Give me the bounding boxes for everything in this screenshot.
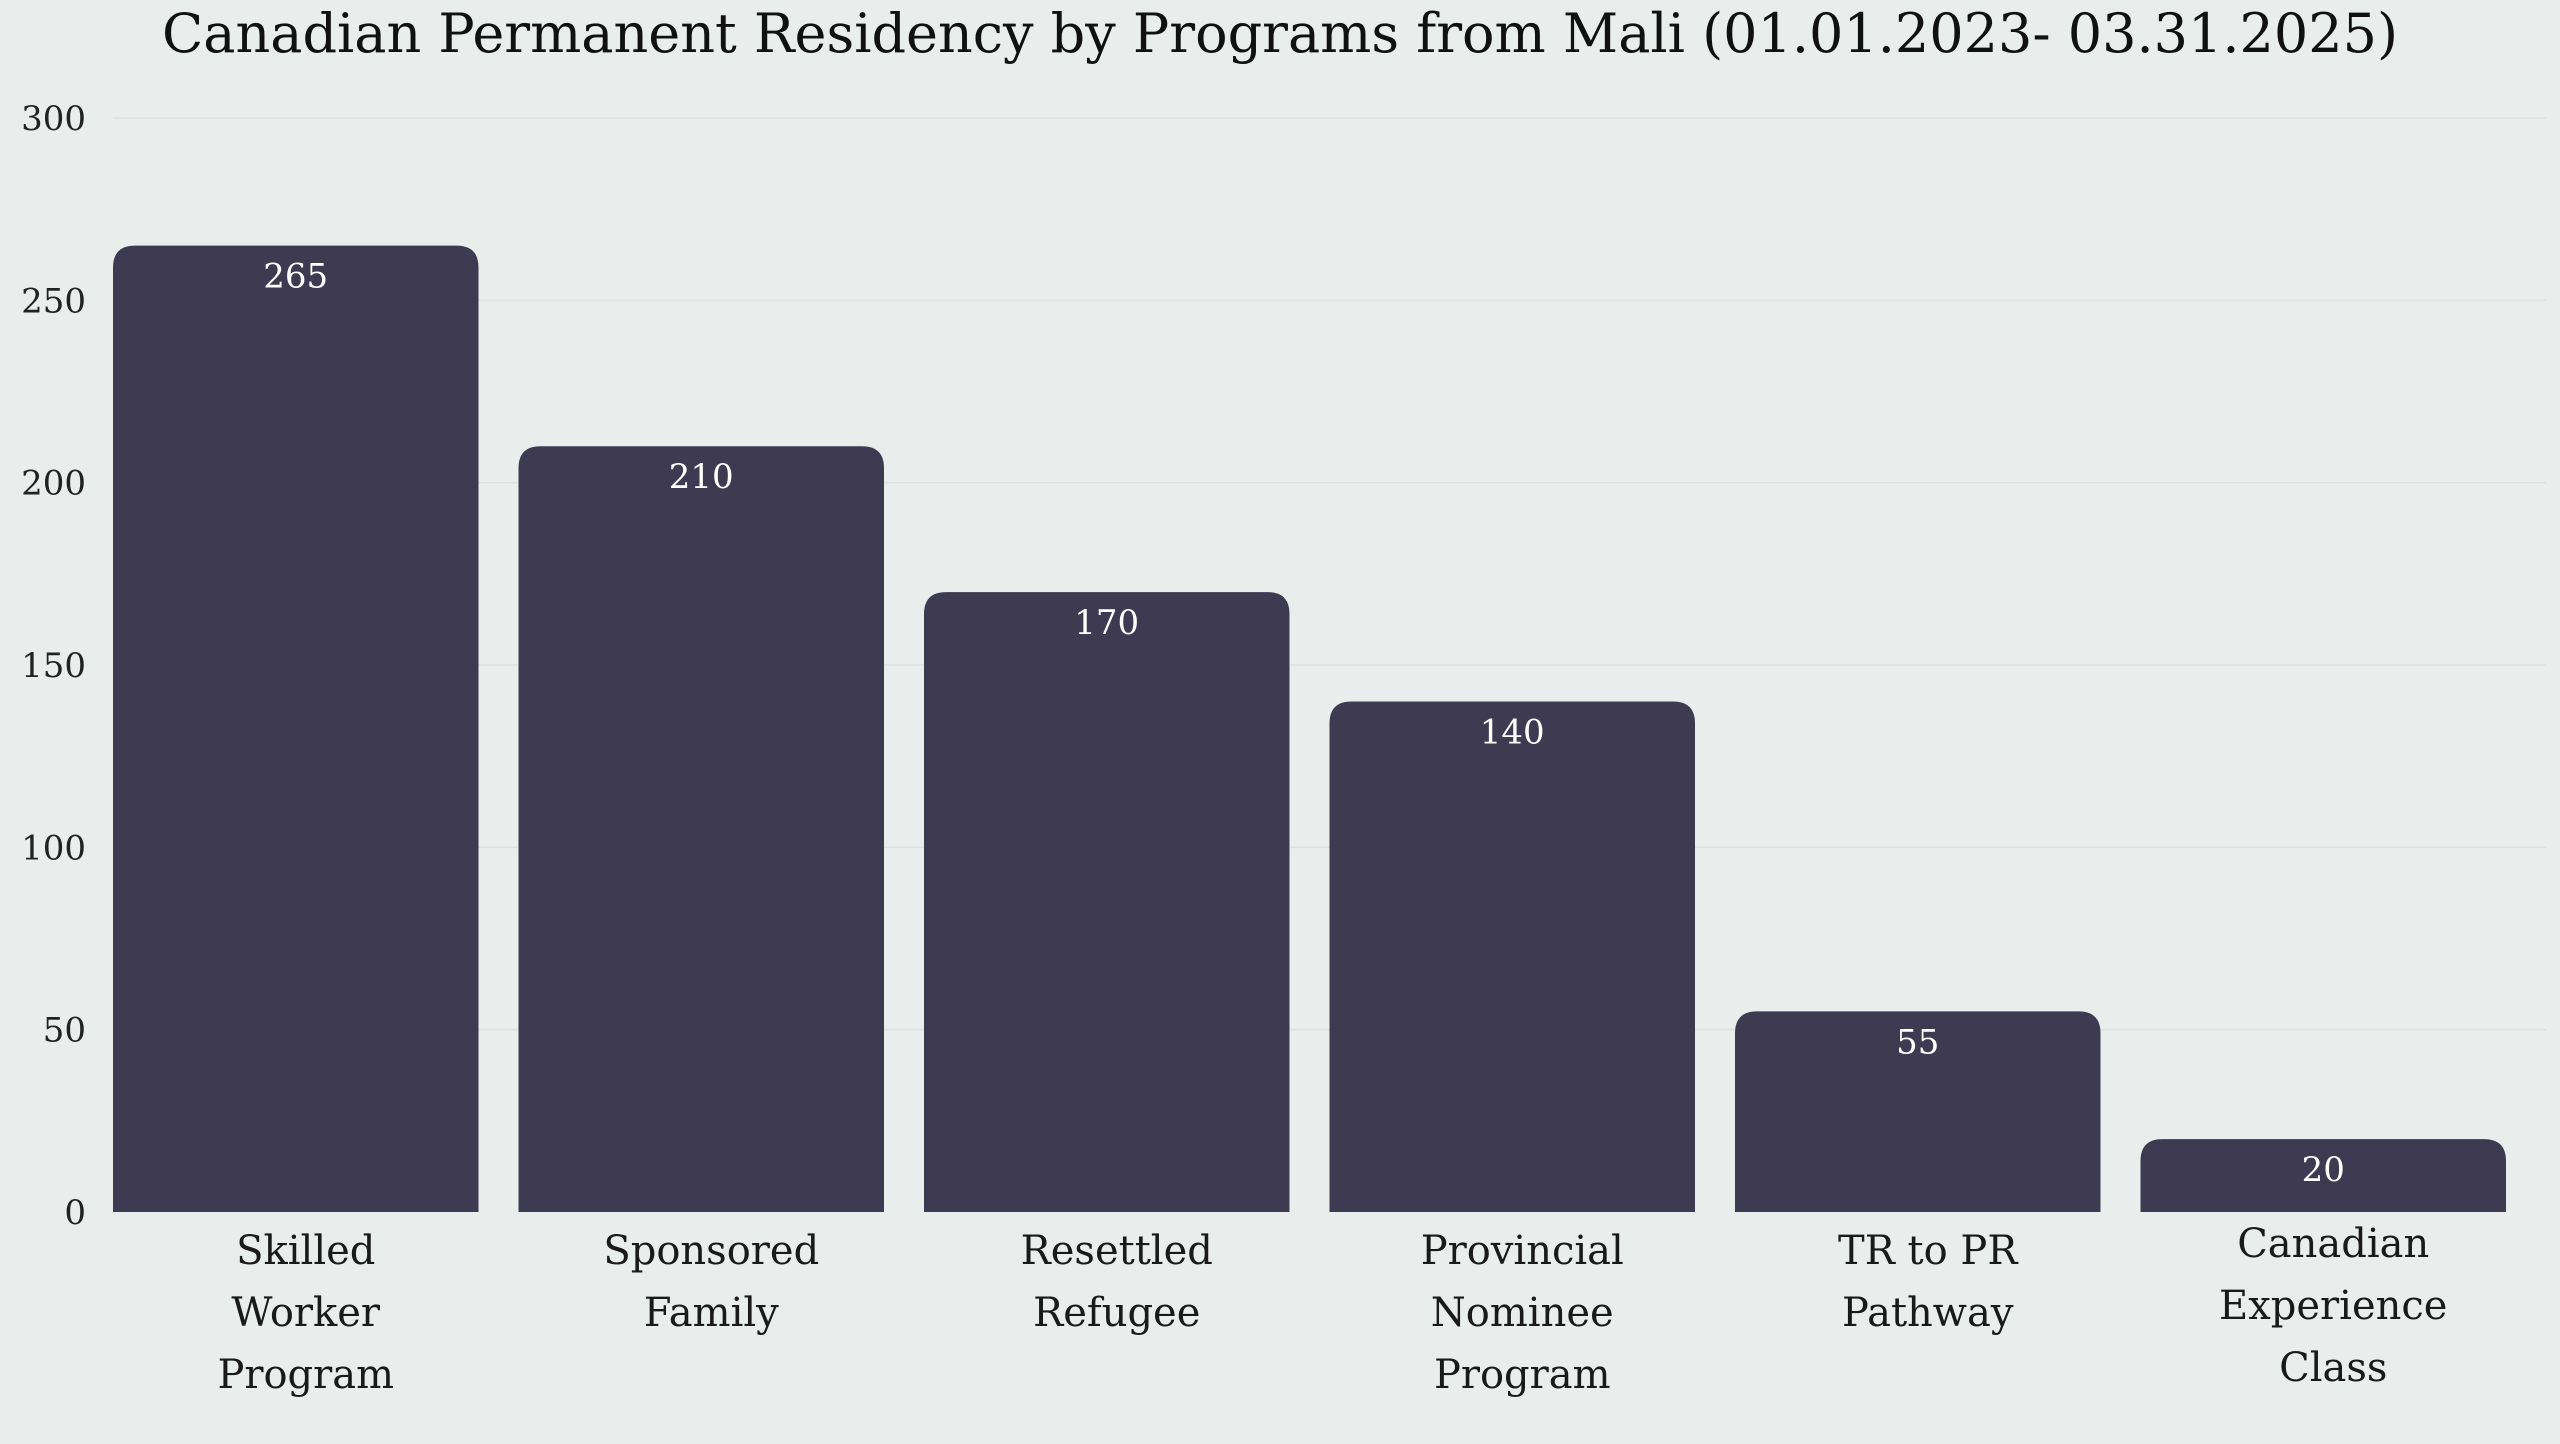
bar-canadian-experience-class — [2140, 1139, 2506, 1212]
x-tick-label: TR to PR Pathway — [1838, 1228, 2019, 1336]
bar-skilled-worker-program — [113, 245, 479, 1213]
bar-value-label: 20 — [2302, 1150, 2345, 1190]
bars — [113, 245, 2506, 1213]
bar-value-label: 140 — [1480, 712, 1545, 752]
bar-value-labels: 265 210 170 140 55 20 — [263, 257, 2345, 1190]
bar-provincial-nominee-program — [1329, 701, 1695, 1212]
x-axis-ticks: Skilled Worker Program Sponsored Family Reset… — [217, 1221, 2447, 1398]
bar-tr-to-pr-pathway — [1735, 1011, 2101, 1212]
x-tick-label: Provincial Nominee Program — [1421, 1228, 1624, 1398]
y-axis-ticks: 0 50 100 150 200 250 300 — [21, 99, 86, 1233]
bar-value-label: 265 — [263, 257, 328, 297]
x-tick-label: Resettled Refugee — [1021, 1228, 1213, 1336]
bar-value-label: 55 — [1896, 1022, 1939, 1062]
bar-value-label: 210 — [669, 457, 734, 497]
y-tick-label: 250 — [21, 281, 86, 321]
y-tick-label: 150 — [21, 646, 86, 686]
y-tick-label: 300 — [21, 99, 86, 139]
chart-title: Canadian Permanent Residency by Programs… — [162, 2, 2398, 65]
y-tick-label: 50 — [43, 1011, 86, 1051]
y-tick-label: 200 — [21, 464, 86, 504]
bar-sponsored-family — [518, 446, 884, 1212]
x-tick-label: Sponsored Family — [603, 1228, 819, 1336]
bar-resettled-refugee — [924, 592, 1290, 1212]
y-tick-label: 0 — [64, 1193, 86, 1233]
y-tick-label: 100 — [21, 828, 86, 868]
x-tick-label: Skilled Worker Program — [217, 1228, 394, 1398]
x-tick-label: Canadian Experience Class — [2219, 1221, 2447, 1391]
bar-value-label: 170 — [1074, 603, 1139, 643]
